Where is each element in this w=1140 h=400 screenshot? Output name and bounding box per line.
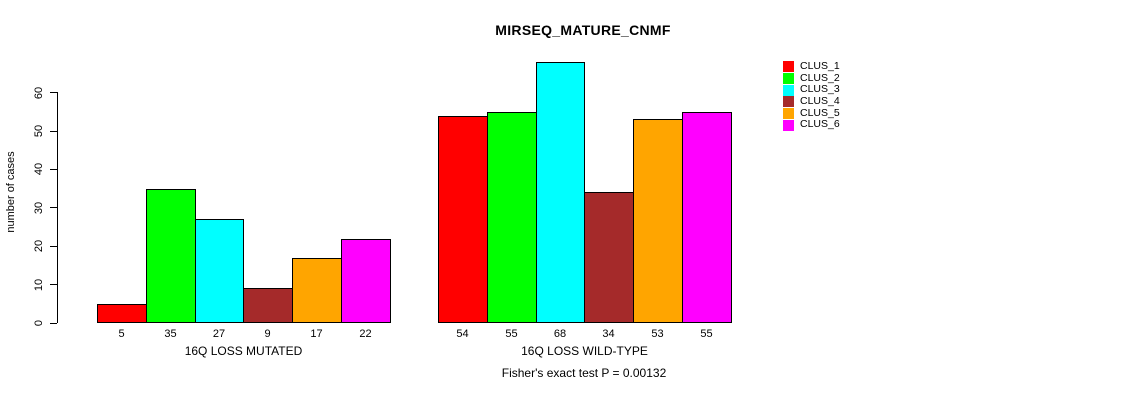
bar-clus_3 [536,62,585,323]
y-axis-label: number of cases [5,151,17,233]
legend-swatch-clus_3 [783,84,794,96]
group-label: 16Q LOSS MUTATED [184,344,303,358]
legend-item: CLUS_6 [783,119,840,131]
y-tick-label: 50 [33,124,45,138]
y-axis-line [57,92,58,324]
bar-value-label: 55 [505,328,518,340]
y-tick-mark [50,92,57,94]
bar-value-label: 53 [651,328,664,340]
legend-swatch-clus_1 [783,61,794,73]
y-tick-label: 20 [33,240,45,253]
bar-clus_2 [146,189,196,323]
bar-clus_3 [195,219,244,323]
group-label: 16Q LOSS WILD-TYPE [521,344,648,358]
bar-value-label: 34 [602,328,615,340]
bar-clus_2 [487,112,537,323]
bar-value-label: 68 [553,328,567,340]
bar-value-label: 9 [264,328,271,340]
bar-clus_5 [292,258,342,323]
y-tick-label: 10 [33,278,45,291]
legend-swatch-clus_2 [783,73,794,85]
legend-swatch-clus_4 [783,96,794,108]
legend-item: CLUS_1 [783,60,840,73]
y-tick-mark [50,130,57,132]
bar-clus_4 [584,192,634,323]
bar-value-label: 22 [359,328,372,340]
bar-clus_5 [633,119,683,323]
bar-clus_1 [438,116,488,323]
y-tick-label: 0 [33,319,45,327]
bar-value-label: 35 [164,328,177,340]
bar-value-label: 27 [212,328,226,340]
bar-value-label: 55 [700,328,713,340]
y-tick-mark [50,168,57,170]
legend-label: CLUS_4 [800,95,840,108]
legend-item: CLUS_3 [783,84,840,96]
y-tick-mark [50,284,57,286]
bar-value-label: 54 [456,328,469,340]
y-tick-label: 60 [33,86,45,99]
legend-label: CLUS_1 [800,60,840,72]
y-tick-mark [50,245,57,247]
bar-clus_6 [682,112,732,323]
legend-item: CLUS_5 [783,106,840,120]
legend-label: CLUS_2 [800,71,840,84]
legend-swatch-clus_5 [783,108,794,120]
y-tick-mark [50,322,57,324]
bar-value-label: 5 [118,328,125,340]
bar-clus_4 [243,288,293,323]
legend: CLUS_1 CLUS_2 CLUS_3 CLUS_4 CLUS_5 CLUS_6 [783,60,840,131]
y-tick-label: 30 [33,201,45,214]
legend-label: CLUS_6 [800,118,840,131]
legend-swatch-clus_6 [783,119,794,131]
chart-title: MIRSEQ_MATURE_CNMF [495,22,671,38]
y-tick-label: 40 [33,163,45,176]
bar-clus_1 [97,304,147,323]
legend-item: CLUS_4 [783,95,840,108]
bar-clus_6 [341,239,391,323]
annotation-fisher-test: Fisher's exact test P = 0.00132 [501,366,667,380]
legend-item: CLUS_2 [783,71,840,85]
y-tick-mark [50,207,57,209]
bar-value-label: 17 [310,328,323,340]
legend-label: CLUS_5 [800,106,840,119]
legend-label: CLUS_3 [800,83,840,96]
